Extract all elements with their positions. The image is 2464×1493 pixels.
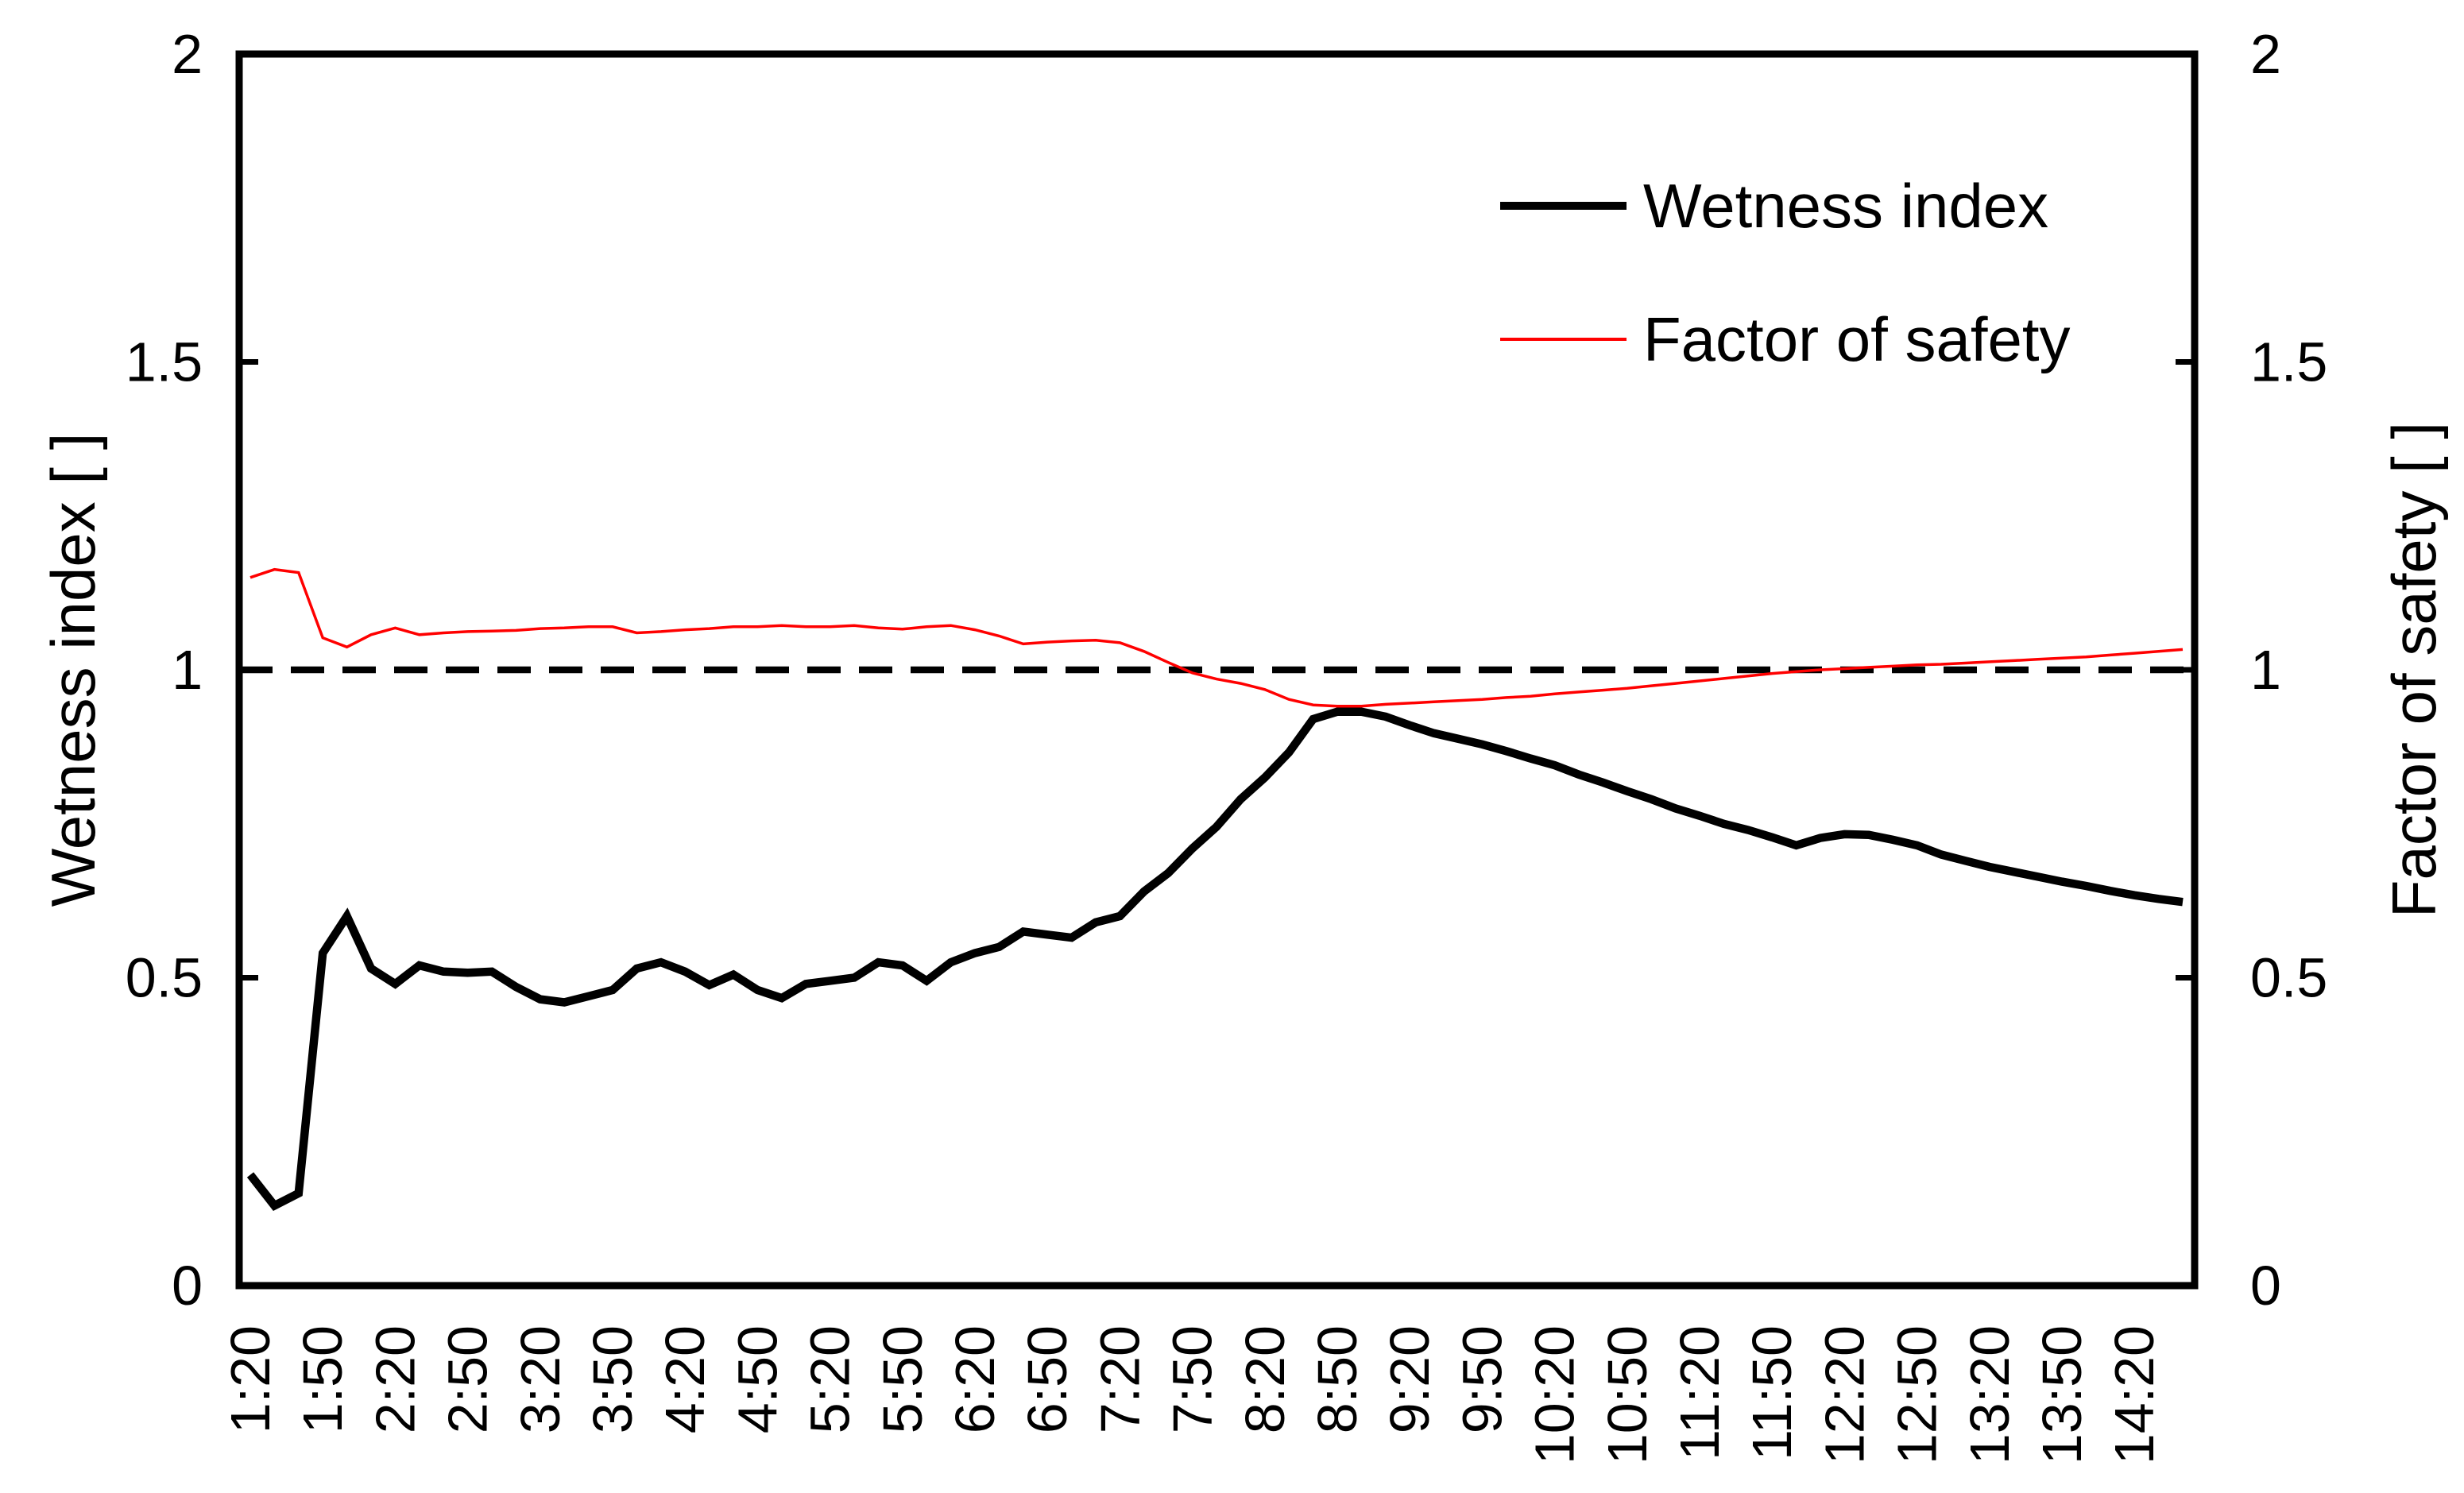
x-axis-tick-label: 8:20 (1234, 1325, 1296, 1433)
x-axis-tick-label: 1:50 (292, 1325, 354, 1433)
right-axis-tick-label: 1.5 (2250, 331, 2327, 393)
left-axis-tick-label: 0.5 (126, 947, 203, 1009)
legend-label-wetness-index: Wetness index (1643, 171, 2048, 241)
x-axis-tick-label: 2:20 (364, 1325, 426, 1433)
right-axis-tick-label: 0.5 (2250, 947, 2327, 1009)
x-axis-tick-label: 11:20 (1669, 1325, 1731, 1460)
x-axis-tick-label: 11:50 (1741, 1325, 1803, 1460)
wetness-index-line (246, 707, 2184, 1211)
x-axis-tick-label: 13:20 (1959, 1325, 2021, 1464)
left-axis-title: Wetness index [ ] (38, 433, 108, 907)
x-axis-tick-label: 13:50 (2031, 1325, 2093, 1464)
x-axis-tick-label: 8:50 (1306, 1325, 1368, 1433)
x-axis-tick-label: 3:50 (582, 1325, 644, 1433)
x-axis-tick-label: 6:20 (944, 1325, 1006, 1433)
right-axis-tick-label: 2 (2250, 23, 2281, 85)
right-axis-title: Factor of safety [ ] (2379, 422, 2449, 918)
right-axis-tick-label: 1 (2250, 639, 2281, 701)
left-axis-tick-label: 0 (172, 1255, 203, 1317)
x-axis-tick-label: 2:50 (437, 1325, 499, 1433)
x-axis-tick-label: 7:20 (1089, 1325, 1151, 1433)
x-axis-tick-label: 12:20 (1813, 1325, 1875, 1464)
x-axis-tick-label: 6:50 (1016, 1325, 1078, 1433)
plot-area: 0 0.5 1 1.5 2 0 0.5 1 1.5 2 1:20 1:50 2:20 2:50 3:20 3:… (126, 23, 2328, 1464)
x-axis-tick-label: 3:20 (509, 1325, 571, 1433)
x-axis-tick-label: 5:20 (799, 1325, 861, 1433)
x-axis-tick-label: 9:50 (1451, 1325, 1513, 1433)
legend-label-factor-of-safety: Factor of safety (1643, 304, 2071, 374)
left-axis-tick-label: 2 (172, 23, 203, 85)
left-axis-tick-label: 1 (172, 639, 203, 701)
x-axis-tick-label: 1:20 (219, 1325, 281, 1433)
factor-of-safety-line (249, 567, 2184, 708)
x-axis-tick-label: 9:20 (1379, 1325, 1441, 1433)
x-axis-tick-label: 12:50 (1886, 1325, 1948, 1464)
legend: Wetness index Factor of safety (1500, 171, 2071, 374)
x-axis-tick-label: 4:20 (654, 1325, 716, 1433)
x-axis-tick-label: 10:50 (1596, 1325, 1658, 1464)
x-axis-tick-label: 7:50 (1162, 1325, 1224, 1433)
x-axis-tick-label: 5:50 (872, 1325, 934, 1433)
x-axis-tick-label: 14:20 (2103, 1325, 2165, 1464)
x-axis-tick-label: 4:50 (726, 1325, 788, 1433)
left-axis-tick-label: 1.5 (126, 331, 203, 393)
right-axis-tick-label: 0 (2250, 1255, 2281, 1317)
x-axis-tick-label: 10:20 (1524, 1325, 1586, 1464)
